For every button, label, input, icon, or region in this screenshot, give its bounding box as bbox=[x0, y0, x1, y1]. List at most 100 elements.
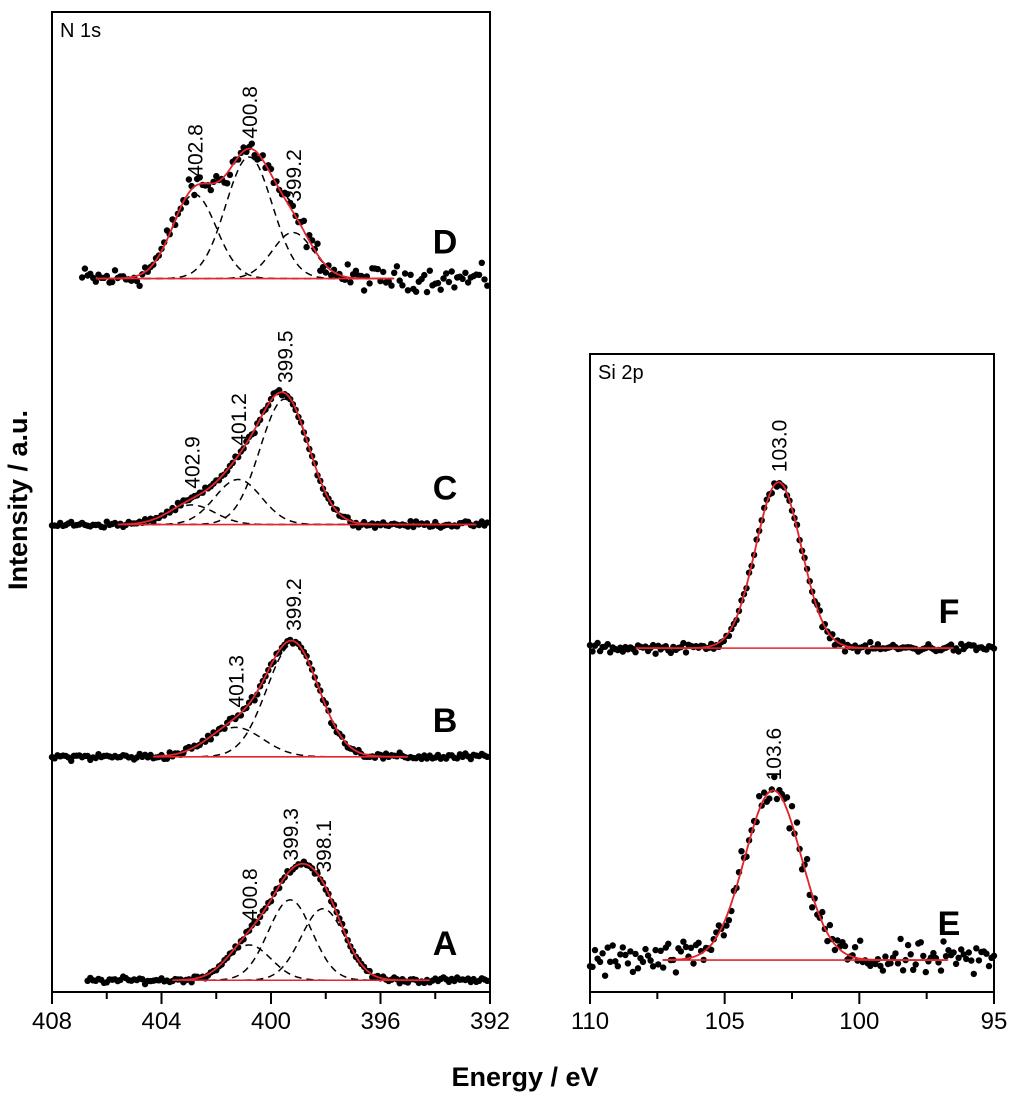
data-point bbox=[440, 275, 447, 282]
data-point bbox=[109, 278, 116, 286]
fit-envelope bbox=[95, 147, 394, 280]
data-point bbox=[196, 174, 203, 181]
data-point bbox=[478, 259, 485, 266]
x-tick-label: 100 bbox=[839, 1008, 879, 1035]
component-peak bbox=[662, 789, 948, 961]
data-point bbox=[284, 190, 291, 198]
spectrum-label: D bbox=[433, 224, 458, 262]
data-point bbox=[788, 803, 796, 810]
data-point bbox=[940, 938, 947, 945]
data-point bbox=[657, 947, 664, 954]
data-point bbox=[990, 645, 998, 652]
data-point bbox=[240, 936, 247, 943]
x-tick-label: 95 bbox=[981, 1008, 1008, 1035]
data-point bbox=[421, 271, 428, 279]
data-point bbox=[723, 922, 730, 929]
plot-frame bbox=[589, 353, 995, 993]
data-point bbox=[484, 977, 491, 984]
plot-frame bbox=[51, 11, 491, 993]
panel-si2p: 110 105 100 95 Si 2p 103.0 F 103.6 E bbox=[571, 353, 1008, 1035]
data-point bbox=[879, 967, 887, 974]
spectrum-label: F bbox=[939, 593, 960, 631]
data-point bbox=[826, 921, 834, 929]
data-point bbox=[632, 649, 639, 656]
data-point bbox=[437, 286, 444, 293]
data-point bbox=[738, 848, 745, 855]
data-point bbox=[720, 932, 727, 939]
spectrum-label: B bbox=[433, 702, 458, 740]
peak-label: 399.5 bbox=[275, 330, 298, 383]
data-point bbox=[786, 825, 793, 832]
data-point bbox=[607, 958, 614, 965]
data-point bbox=[963, 955, 970, 963]
data-point bbox=[851, 944, 859, 951]
peak-label: 400.8 bbox=[239, 86, 262, 139]
data-point bbox=[103, 272, 111, 280]
data-point bbox=[761, 789, 768, 796]
data-point bbox=[920, 952, 927, 960]
data-point bbox=[983, 950, 990, 957]
data-point bbox=[624, 960, 632, 967]
data-point bbox=[667, 649, 674, 657]
data-point bbox=[652, 946, 659, 954]
spectrum-label: A bbox=[433, 925, 458, 963]
data-point bbox=[766, 795, 773, 802]
component-peak bbox=[153, 643, 408, 758]
spectrum-F: 103.0 F bbox=[586, 420, 998, 657]
data-point bbox=[955, 648, 962, 655]
data-point bbox=[399, 282, 406, 289]
data-point bbox=[619, 944, 626, 951]
data-point bbox=[391, 269, 398, 276]
data-point bbox=[660, 964, 667, 971]
data-point bbox=[682, 649, 690, 656]
data-point bbox=[617, 951, 624, 958]
data-point bbox=[423, 288, 431, 296]
data-point bbox=[864, 648, 871, 655]
data-point bbox=[609, 942, 616, 949]
data-point bbox=[904, 941, 912, 949]
data-point bbox=[899, 967, 907, 974]
data-point bbox=[360, 287, 368, 294]
data-point bbox=[139, 976, 146, 983]
data-point bbox=[647, 957, 654, 964]
data-point bbox=[407, 271, 414, 278]
data-point bbox=[793, 819, 801, 826]
peak-label: 401.3 bbox=[225, 655, 248, 708]
data-point bbox=[687, 944, 695, 951]
data-point bbox=[448, 268, 455, 275]
data-point bbox=[604, 944, 611, 951]
data-point bbox=[607, 649, 614, 656]
data-point bbox=[680, 938, 687, 945]
data-point bbox=[942, 953, 950, 960]
component-peak bbox=[117, 478, 476, 526]
data-point bbox=[831, 641, 839, 649]
panel-title: N 1s bbox=[60, 20, 101, 42]
data-point bbox=[111, 267, 119, 274]
data-point bbox=[589, 963, 596, 971]
data-point bbox=[892, 950, 899, 957]
data-point bbox=[937, 967, 945, 974]
data-point bbox=[642, 945, 649, 953]
data-point bbox=[841, 648, 849, 655]
data-point bbox=[599, 950, 606, 957]
data-point bbox=[380, 268, 387, 276]
data-point bbox=[393, 263, 401, 270]
data-point bbox=[824, 937, 831, 945]
data-point bbox=[627, 948, 634, 955]
data-point bbox=[374, 265, 381, 273]
data-point bbox=[612, 958, 619, 965]
data-point bbox=[695, 939, 702, 946]
data-point bbox=[443, 270, 450, 277]
x-axis-title: Energy / eV bbox=[451, 1062, 598, 1092]
data-point bbox=[92, 278, 100, 285]
data-point bbox=[451, 284, 458, 291]
data-point bbox=[831, 946, 839, 954]
data-point bbox=[462, 269, 469, 276]
data-point bbox=[207, 186, 214, 194]
peak-label: 399.2 bbox=[283, 149, 306, 202]
peak-label: 103.0 bbox=[769, 420, 792, 473]
data-point bbox=[649, 963, 657, 970]
data-point bbox=[655, 961, 662, 968]
data-point bbox=[773, 795, 781, 803]
data-point bbox=[958, 640, 965, 648]
